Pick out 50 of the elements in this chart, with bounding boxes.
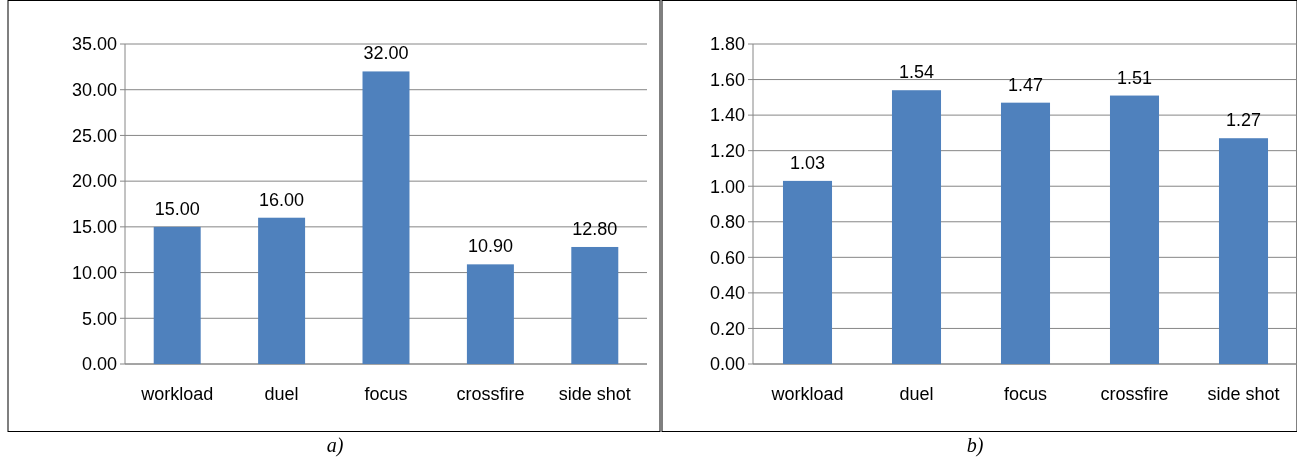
data-label: 1.27 (1225, 110, 1262, 131)
y-tick-label: 1.20 (709, 140, 745, 161)
y-tick-label: 0.40 (709, 283, 745, 304)
y-tick-label: 1.80 (709, 34, 745, 55)
bar (1218, 138, 1269, 364)
y-tick-label: 0.60 (709, 247, 745, 268)
y-tick-label: 30.00 (71, 80, 117, 101)
data-label: 12.80 (572, 218, 618, 239)
x-tick-label: workload (770, 384, 844, 404)
y-tick-label: 1.60 (709, 69, 745, 90)
y-tick-label: 15.00 (71, 217, 117, 238)
bar (153, 226, 201, 364)
x-tick-label: side shot (1207, 384, 1280, 404)
text: b) (966, 434, 984, 457)
y-tick-label: 1.00 (709, 176, 745, 197)
x-tick-label: duel (899, 384, 934, 404)
bar (782, 180, 833, 364)
y-tick-label: 0.80 (709, 212, 745, 233)
y-tick-label: 5.00 (81, 308, 117, 329)
bar (466, 264, 514, 364)
y-tick-label: 20.00 (71, 171, 117, 192)
data-label: 1.51 (1116, 67, 1153, 88)
data-label: 1.47 (1007, 74, 1044, 95)
x-tick-label: crossfire (456, 384, 525, 404)
bar (258, 217, 306, 364)
data-label: 16.00 (259, 189, 305, 210)
y-tick-label: 35.00 (71, 34, 117, 55)
x-tick-label: focus (364, 384, 408, 404)
y-tick-label: 0.20 (709, 318, 745, 339)
x-tick-label: duel (264, 384, 299, 404)
x-tick-label: side shot (558, 384, 631, 404)
y-tick-label: 1.40 (709, 105, 745, 126)
data-label: 10.90 (467, 236, 513, 257)
data-label: 15.00 (154, 198, 200, 219)
data-label: 1.54 (898, 62, 935, 83)
data-label: 1.03 (789, 152, 826, 173)
data-label: 32.00 (363, 43, 409, 64)
bar (362, 71, 410, 364)
bar (891, 90, 942, 364)
x-tick-label: focus (1003, 384, 1048, 404)
y-tick-label: 0.00 (709, 354, 745, 375)
bar (1000, 102, 1051, 364)
bar (571, 246, 619, 364)
y-tick-label: 25.00 (71, 125, 117, 146)
y-tick-label: 10.00 (71, 262, 117, 283)
x-tick-label: crossfire (1100, 384, 1169, 404)
bar (1109, 95, 1160, 364)
y-tick-label: 0.00 (81, 354, 117, 375)
x-tick-label: workload (140, 384, 214, 404)
text: a) (326, 434, 344, 457)
